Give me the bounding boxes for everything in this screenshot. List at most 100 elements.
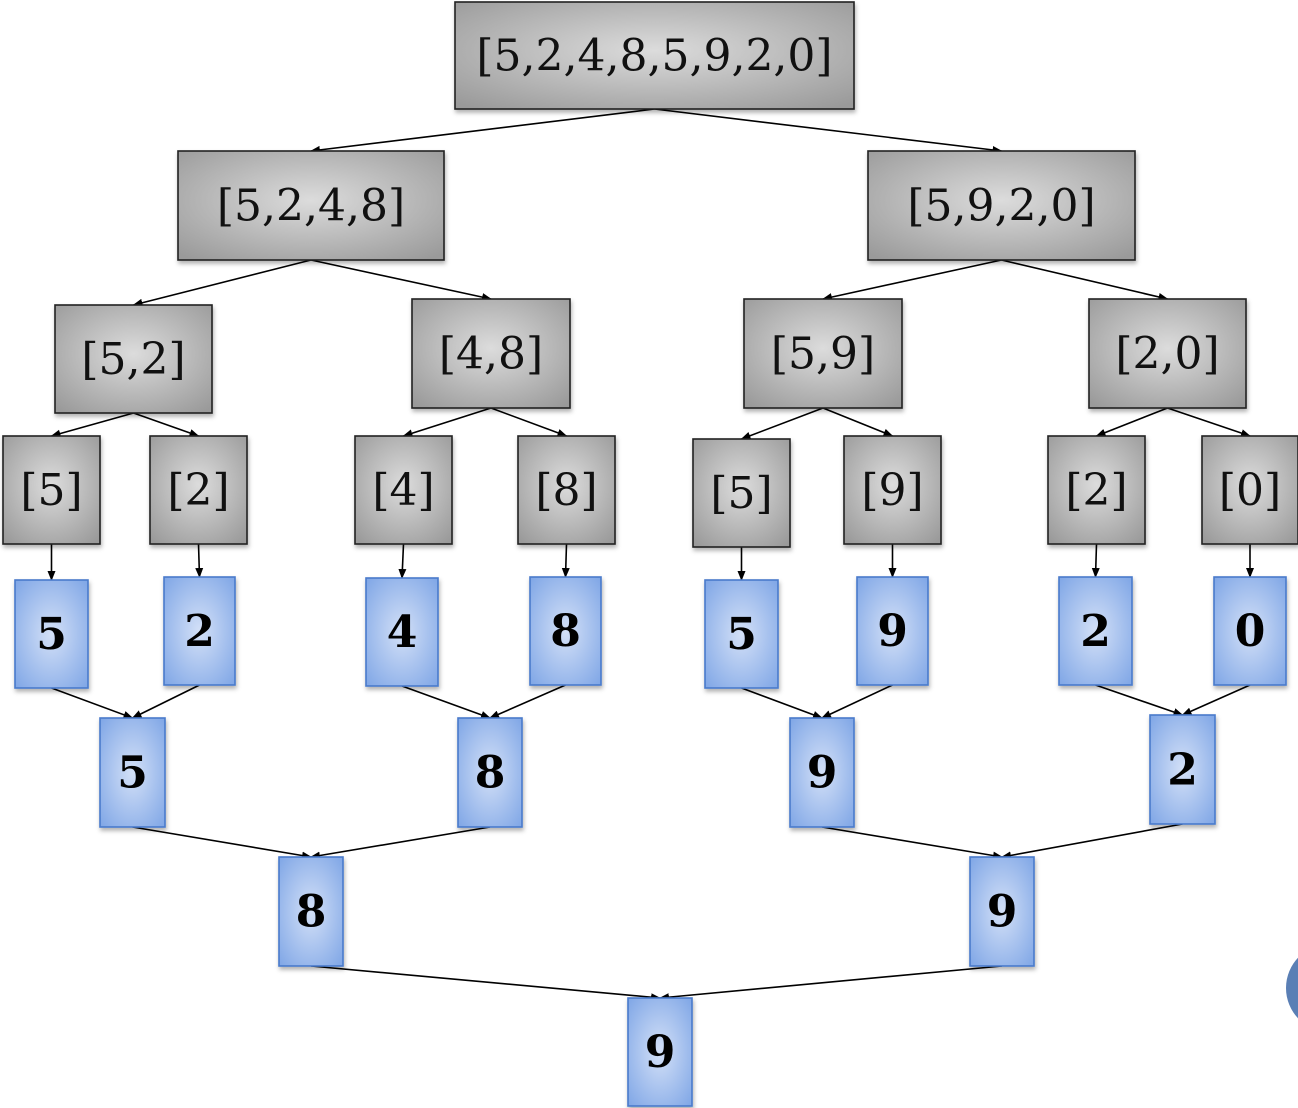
split-node-l3d: [8] (517, 435, 616, 545)
node-label: 5 (117, 748, 148, 799)
split-node-l3e: [5] (692, 438, 791, 548)
edge-l2b-to-l3d (490, 407, 568, 437)
edge-m4-to-n2 (1001, 823, 1183, 860)
node-label: [4,8] (439, 329, 543, 380)
edge-l2d-to-l3g (1095, 407, 1168, 437)
node-label: [5,2,4,8] (217, 181, 405, 232)
node-box (411, 298, 571, 409)
node-box (1201, 435, 1298, 545)
node-label: 2 (1167, 745, 1198, 796)
node-box (14, 579, 89, 689)
node-box (454, 1, 855, 110)
edge-v8-to-m4 (1181, 684, 1251, 716)
node-label: [0] (1219, 465, 1281, 516)
split-node-l3b: [2] (149, 435, 248, 545)
node-box (177, 150, 445, 261)
node-box (1213, 576, 1287, 686)
node-box (2, 435, 101, 545)
edge-l2a-to-l3b (133, 412, 200, 437)
edge-l3d-to-v4 (561, 543, 570, 578)
edge-l3c-to-v3 (398, 543, 407, 579)
node-box (627, 997, 693, 1107)
node-label: 9 (807, 748, 838, 799)
node-box (704, 579, 779, 689)
value-node-m1: 5 (99, 717, 166, 828)
node-box (1058, 576, 1133, 686)
node-box (856, 576, 929, 686)
edge-m3-to-n2 (821, 826, 1003, 860)
node-box (789, 717, 855, 828)
split-node-l2c: [5,9] (743, 298, 903, 409)
node-box (843, 435, 942, 545)
value-node-n1: 8 (278, 856, 344, 967)
node-box (529, 576, 602, 686)
node-label: 2 (184, 606, 215, 657)
node-label: [9] (861, 465, 923, 516)
value-node-v3: 4 (365, 577, 439, 687)
node-box (365, 577, 439, 687)
node-box (867, 150, 1136, 261)
edge-n1-to-final (310, 965, 661, 1002)
value-node-v4: 8 (529, 576, 602, 686)
node-box (692, 438, 791, 548)
split-node-root: [5,2,4,8,5,9,2,0] (454, 1, 855, 110)
edge-m2-to-n1 (310, 826, 491, 860)
split-node-l3g: [2] (1047, 435, 1146, 545)
edge-l1a-to-l2a (132, 259, 312, 307)
split-node-l2b: [4,8] (411, 298, 571, 409)
value-node-v7: 2 (1058, 576, 1133, 686)
value-node-m2: 8 (457, 717, 523, 828)
edge-l2a-to-l3a (50, 412, 134, 438)
edge-v2-to-m1 (131, 684, 200, 719)
node-box (163, 576, 236, 686)
split-node-l2a: [5,2] (54, 304, 213, 414)
node-box (1088, 298, 1247, 409)
node-box (149, 435, 248, 545)
edge-v6-to-m3 (821, 684, 893, 719)
split-node-l3a: [5] (2, 435, 101, 545)
node-label: [2,0] (1115, 329, 1219, 380)
edge-v3-to-m2 (401, 685, 491, 719)
split-node-l3h: [0] (1201, 435, 1298, 545)
node-box (99, 717, 166, 828)
edge-v1-to-m1 (51, 687, 134, 719)
split-node-l3c: [4] (354, 435, 453, 545)
value-node-n2: 9 (969, 856, 1035, 967)
value-node-final: 9 (627, 997, 693, 1107)
node-label: [5] (20, 465, 82, 516)
edge-n2-to-final (659, 965, 1003, 1002)
edge-l1a-to-l2b (310, 259, 492, 302)
edge-l2b-to-l3c (402, 407, 492, 438)
node-box (517, 435, 616, 545)
node-label: [8] (535, 465, 597, 516)
edge-l2c-to-l3f (822, 407, 894, 437)
node-label: [2] (1065, 465, 1127, 516)
node-label: [5,9,2,0] (907, 181, 1095, 232)
value-node-v8: 0 (1213, 576, 1287, 686)
value-node-m3: 9 (789, 717, 855, 828)
edge-l1b-to-l2c (822, 259, 1002, 301)
node-label: [5,9] (771, 329, 875, 380)
value-node-v6: 9 (856, 576, 929, 686)
node-box (354, 435, 453, 545)
split-node-l1a: [5,2,4,8] (177, 150, 445, 261)
node-label: [2] (167, 465, 229, 516)
value-node-v2: 2 (163, 576, 236, 686)
node-label: [4] (372, 465, 434, 516)
node-label: 9 (877, 606, 908, 657)
node-label: 8 (475, 748, 506, 799)
node-box (1047, 435, 1146, 545)
edge-l3b-to-v2 (195, 543, 204, 578)
node-label: 9 (987, 887, 1018, 938)
node-label: 9 (645, 1027, 676, 1078)
node-label: 8 (550, 606, 581, 657)
edge-v7-to-m4 (1095, 684, 1184, 716)
node-box (969, 856, 1035, 967)
node-box (278, 856, 344, 967)
edge-l1b-to-l2d (1001, 259, 1169, 301)
value-node-v1: 5 (14, 579, 89, 689)
node-label: [5,2,4,8,5,9,2,0] (476, 31, 832, 82)
split-node-l1b: [5,9,2,0] (867, 150, 1136, 261)
edge-m1-to-n1 (132, 826, 312, 860)
